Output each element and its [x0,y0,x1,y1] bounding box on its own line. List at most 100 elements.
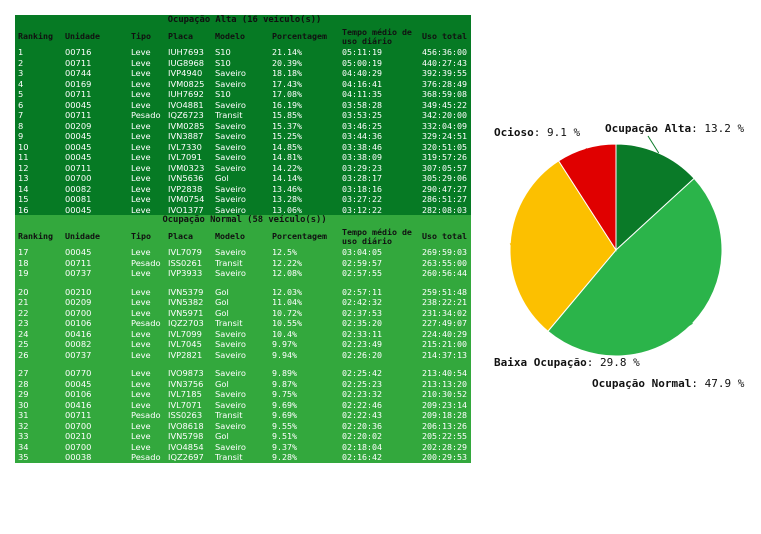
table-cell: 04:11:35 [342,89,382,99]
table-cell: IVM0825 [168,78,205,89]
table-cell: 320:51:05 [422,141,467,152]
table-cell: 03:46:25 [342,120,382,131]
table-cell: 209:18:28 [422,410,467,420]
table-cell: 03:29:23 [342,162,382,173]
table-cell: Leve [131,57,151,68]
table-cell: Gol [215,297,229,307]
table-cell: 00045 [65,204,92,215]
table-cell: Leve [131,47,151,57]
table-row: 19 00737 Leve IVP3933 Saveiro 12.08% 02:57:55 2… [15,268,471,279]
column-header: Unidade [65,231,100,241]
table-cell: 00711 [65,57,92,68]
table-cell: 214:37:13 [422,349,467,360]
table-row: 33 00210 Leve IVN5798 Gol 9.51% 02:20:02 205:22… [15,431,471,442]
table-cell: ISS0261 [168,257,203,268]
table-cell: 00106 [65,389,92,399]
table-row: 14 00082 Leve IVP2838 Saveiro 13.46% 03:18:16 2… [15,184,471,195]
table-cell: 02:25:23 [342,378,382,389]
pie-chart: Ocupação Alta: 13.2 % Ocupação Normal: 47… [494,122,745,390]
table-cell: 202:28:29 [422,441,467,452]
table-cell: 00737 [65,268,92,278]
table-cell: S10 [215,47,231,57]
table-cell: 02:18:04 [342,441,382,452]
table-cell: 227:49:07 [422,318,467,328]
table-cell: 03:04:05 [342,247,382,257]
table-cell: 14 [18,183,29,194]
table-cell: 00744 [65,68,92,78]
table-row: 22 00700 Leve IVN5971 Gol 10.72% 02:37:53 231:3… [15,308,471,319]
table-cell: 7 [18,110,24,120]
table-row: 18 00711 Pesado ISS0261 Transit 12.22% 02:59:5… [15,258,471,269]
table-cell: 260:56:44 [422,268,467,278]
table-cell: 35 [18,452,29,462]
table-cell: 00038 [65,452,92,462]
table-cell: 24 [18,328,29,339]
table-cell: 368:59:08 [422,89,467,99]
leader-line [647,135,660,154]
table-cell: 04:16:41 [342,78,382,89]
table-cell: 17.43% [272,78,302,89]
table-cell: 03:27:22 [342,194,382,204]
table-cell: 00081 [65,194,92,204]
column-header: Placa [168,31,193,41]
table-cell: 9.87% [272,378,297,389]
column-header: Uso total [422,231,467,241]
leader-line [585,148,589,156]
table-row: 24 00416 Leve IVL7099 Saveiro 10.4% 02:33:11 22… [15,329,471,340]
table-cell: IVL7091 [168,152,202,162]
table-cell: 392:39:55 [422,68,467,78]
table-cell: 10.72% [272,307,302,318]
table-cell: Leve [131,441,151,452]
section-title-normal: Ocupação Normal (58 veículo(s)) [162,215,327,225]
table-cell: 00106 [65,318,92,328]
table-row: 4 00169 Leve IVM0825 Saveiro 17.43% 04:16:41 37… [15,79,471,90]
table-cell: 9.28% [272,452,297,462]
table-cell: 03:28:17 [342,173,382,183]
table-cell: IVL7079 [168,247,202,257]
table-cell: 00711 [65,110,92,120]
table-cell: Saveiro [215,339,246,349]
table-cell: 3 [18,68,24,78]
table-cell: Leve [131,194,151,204]
table-cell: 02:33:11 [342,328,382,339]
table-cell: 00711 [65,89,92,99]
slice-label: Ocupação Alta: 13.2 % [605,122,744,135]
table-cell: 305:29:06 [422,173,467,183]
table-cell: 03:12:22 [342,204,382,215]
table-cell: Leve [131,399,151,410]
table-cell: S10 [215,57,231,68]
table-cell: 18 [18,257,29,268]
table-row: 9 00045 Leve IVN3887 Saveiro 15.25% 03:44:36 32… [15,131,471,142]
table-cell: IQZ2697 [168,452,204,462]
table-cell: 200:29:53 [422,452,467,462]
table-cell: 282:08:03 [422,204,467,215]
table-cell: 00045 [65,152,92,162]
table-cell: IVM0754 [168,194,205,204]
table-cell: 13.28% [272,194,302,204]
table-cell: 00045 [65,378,92,389]
table-row: 7 00711 Pesado IQZ6723 Transit 15.85% 03:53:25… [15,110,471,121]
table-cell: 9.94% [272,349,297,360]
table-cell: 34 [18,441,29,452]
table-cell: Saveiro [215,204,246,215]
table-cell: IVL7185 [168,389,202,399]
table-cell: 290:47:27 [422,183,467,194]
table-cell: 215:21:00 [422,339,467,349]
table-cell: Leve [131,204,151,215]
table-cell: Saveiro [215,141,246,152]
leader-line [651,322,693,349]
table-cell: 02:37:53 [342,307,382,318]
table-cell: 231:34:02 [422,307,467,318]
table-cell: 10.55% [272,318,302,328]
table-row: 20 00210 Leve IVN5379 Gol 12.03% 02:57:11 259:5… [15,279,471,298]
table-cell: 19 [18,268,29,278]
table-cell: IVP3933 [168,268,203,278]
table-row: 11 00045 Leve IVL7091 Saveiro 14.81% 03:38:09 3… [15,152,471,163]
table-cell: 9.51% [272,431,297,441]
table-cell: 16.19% [272,99,302,110]
table-cell: 206:13:26 [422,420,467,431]
table-cell: 15 [18,194,29,204]
column-header: Ranking [18,231,53,241]
table-row: 8 00209 Leve IVM0285 Saveiro 15.37% 03:46:25 33… [15,121,471,132]
table-cell: 20.39% [272,57,302,68]
